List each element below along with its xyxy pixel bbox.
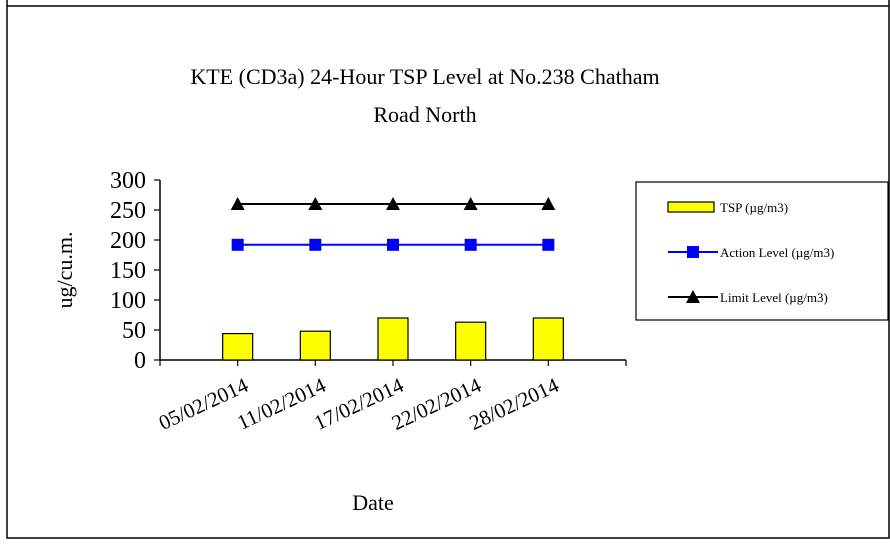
y-tick-label: 150	[110, 258, 146, 284]
action-level-marker	[464, 238, 477, 251]
limit-level-marker	[541, 197, 556, 210]
limit-level-marker	[308, 197, 323, 210]
x-tick-label: 05/02/2014	[155, 373, 252, 435]
tsp-bar	[532, 317, 564, 361]
action-level-marker	[309, 238, 322, 251]
plot-area: 05010015020025030005/02/201411/02/201417…	[110, 168, 627, 435]
tsp-bar	[377, 317, 409, 361]
action-level-marker	[542, 238, 555, 251]
legend-swatch-tsp	[667, 201, 715, 213]
chart-border	[6, 0, 890, 539]
chart-title-line1: KTE (CD3a) 24-Hour TSP Level at No.238 C…	[190, 64, 659, 89]
limit-level-marker	[230, 197, 245, 210]
tsp-bar	[455, 321, 487, 361]
y-tick-label: 250	[110, 198, 146, 224]
legend-label: Action Level (µg/m3)	[720, 245, 834, 260]
tsp-bar	[299, 330, 331, 361]
y-tick-label: 200	[110, 228, 146, 254]
tsp-bar	[222, 333, 254, 361]
legend-marker-action-level	[687, 246, 699, 258]
action-level-marker	[387, 238, 399, 251]
y-tick-label: 300	[110, 168, 146, 194]
y-tick-label: 50	[122, 318, 146, 344]
y-axis-label: ug/cu.m.	[52, 232, 77, 309]
legend-label: Limit Level (µg/m3)	[720, 290, 828, 305]
legend-label: TSP (µg/m3)	[720, 200, 788, 215]
y-tick-label: 100	[110, 288, 146, 314]
legend-marker-limit-level	[686, 290, 700, 303]
limit-level-marker	[463, 197, 478, 210]
y-tick-label: 0	[134, 348, 146, 374]
limit-level-marker	[386, 197, 400, 210]
chart-title-line2: Road North	[373, 102, 476, 127]
x-axis-label: Date	[352, 490, 394, 515]
action-level-marker	[231, 238, 244, 251]
x-tick-label: 28/02/2014	[466, 373, 563, 435]
legend: TSP (µg/m3) Action Level (µg/m3) Limit Lev…	[635, 181, 889, 321]
